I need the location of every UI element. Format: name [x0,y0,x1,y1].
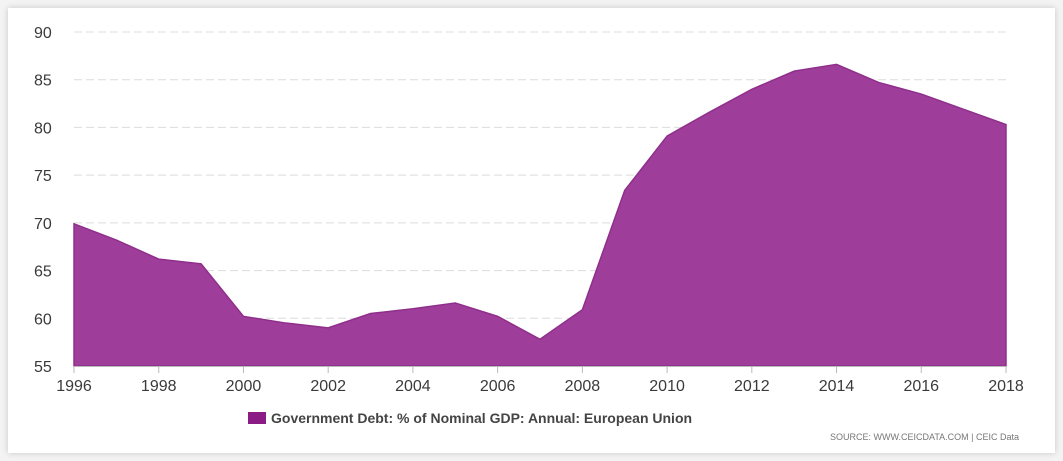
data-point [72,222,76,226]
data-point [284,321,288,325]
data-point [792,69,796,73]
x-tick-label: 2016 [903,378,939,395]
data-point [369,312,373,316]
data-point [157,257,161,261]
y-tick-label: 85 [34,73,52,90]
x-tick-label: 2012 [734,378,770,395]
x-tick-label: 2008 [565,378,601,395]
x-tick-label: 2018 [988,378,1024,395]
legend-swatch [248,412,266,424]
data-point [411,307,415,311]
data-point [580,308,584,312]
chart-legend[interactable]: Government Debt: % of Nominal GDP: Annua… [248,410,692,426]
data-point [877,81,881,85]
data-point [496,314,500,318]
x-tick-label: 2006 [480,378,516,395]
area-chart: 55 60 65 70 75 80 85 90 1996 1998 2000 2002 2004 2006… [34,25,1024,395]
legend-label: Government Debt: % of Nominal GDP: Annua… [271,410,693,426]
data-point [919,92,923,96]
y-tick-label: 90 [34,25,52,42]
x-tick-label: 2010 [649,378,685,395]
y-tick-label: 75 [34,168,52,185]
x-tick-label: 1998 [141,378,177,395]
data-point [835,62,839,66]
y-tick-label: 80 [34,120,52,137]
data-point [665,134,669,138]
data-point [1004,123,1008,127]
data-point [453,301,457,305]
y-tick-label: 70 [34,216,52,233]
data-point [326,326,330,330]
x-tick-label: 2000 [226,378,262,395]
y-tick-label: 55 [34,359,52,376]
data-point [750,87,754,91]
data-point [538,337,542,341]
y-tick-label: 60 [34,311,52,328]
x-tick-label: 1996 [56,378,92,395]
data-point [241,314,245,318]
x-tick-label: 2002 [310,378,346,395]
data-point [962,107,966,111]
y-tick-label: 65 [34,264,52,281]
series-area [73,63,1007,367]
data-point [114,238,118,242]
source-credit: SOURCE: WWW.CEICDATA.COM | CEIC Data [829,432,1019,442]
x-tick-label: 2004 [395,378,431,395]
x-tick-label: 2014 [819,378,855,395]
data-point [707,110,711,114]
data-point [199,262,203,266]
data-point [623,188,627,192]
chart-card: 55 60 65 70 75 80 85 90 1996 1998 2000 2002 2004 2006… [8,8,1055,453]
